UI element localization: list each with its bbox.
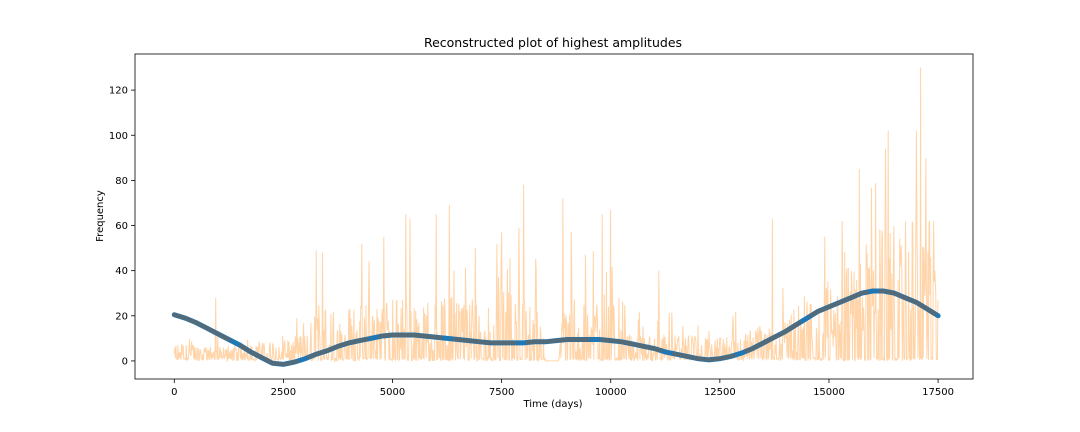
x-tick-label: 2500 bbox=[271, 387, 296, 398]
y-axis: 0 20 40 60 80 100 120 bbox=[109, 86, 135, 367]
x-tick-label: 12500 bbox=[704, 387, 736, 398]
y-tick-label: 80 bbox=[115, 176, 128, 187]
raw-signal-line bbox=[173, 67, 939, 363]
y-tick-label: 0 bbox=[122, 356, 128, 367]
x-tick-label: 0 bbox=[171, 387, 177, 398]
y-tick-label: 120 bbox=[109, 86, 128, 97]
x-tick-label: 17500 bbox=[922, 387, 954, 398]
fitted-curve-series bbox=[171, 288, 941, 367]
fitted-curve-overlay bbox=[172, 289, 941, 367]
x-tick-label: 7500 bbox=[489, 387, 514, 398]
y-axis-label: Frequency bbox=[95, 190, 106, 242]
chart-title: Reconstructed plot of highest amplitudes bbox=[424, 35, 682, 50]
y-tick-label: 100 bbox=[109, 131, 128, 142]
axes-frame bbox=[134, 53, 974, 380]
x-axis-label: Time (days) bbox=[522, 399, 582, 410]
raw-signal-series bbox=[173, 67, 939, 363]
plot-area bbox=[171, 67, 941, 367]
y-tick-label: 40 bbox=[115, 266, 128, 277]
y-tick-label: 60 bbox=[115, 221, 128, 232]
x-axis: 0 2500 5000 7500 10000 12500 15000 17500 bbox=[171, 379, 954, 398]
y-tick-label: 20 bbox=[115, 311, 128, 322]
x-tick-label: 15000 bbox=[813, 387, 845, 398]
x-tick-label: 10000 bbox=[595, 387, 627, 398]
x-tick-label: 5000 bbox=[380, 387, 405, 398]
